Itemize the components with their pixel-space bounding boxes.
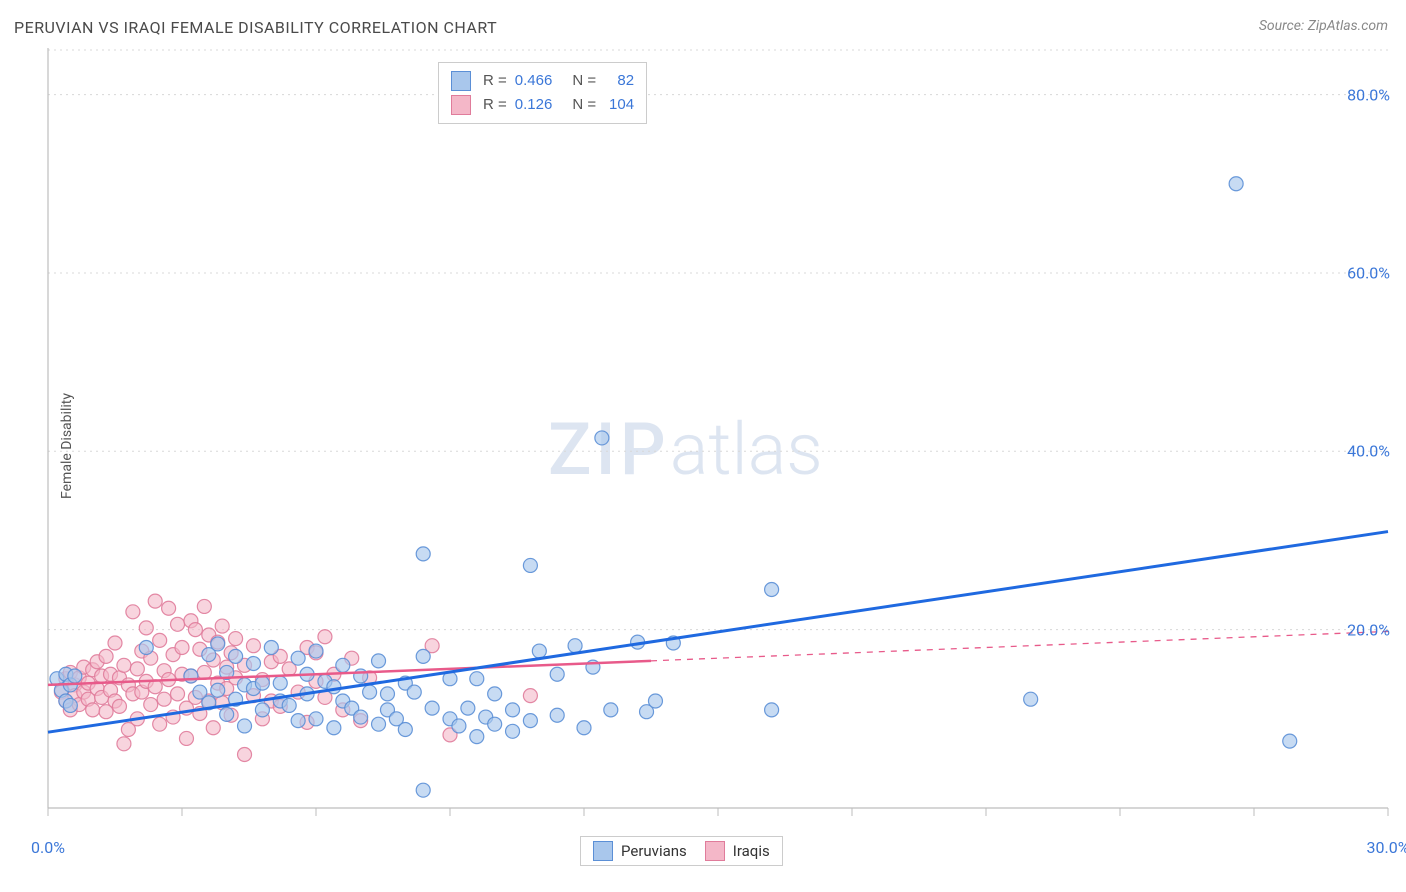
legend-item-peruvians: Peruvians [593, 841, 687, 861]
n-label: N = [572, 93, 596, 117]
r-label: R = [483, 93, 507, 117]
y-tick-label: 80.0% [1347, 85, 1390, 104]
swatch-iraqis [705, 841, 725, 861]
series-label-iraqis: Iraqis [733, 842, 770, 860]
legend-item-iraqis: Iraqis [705, 841, 770, 861]
r-label: R = [483, 69, 507, 93]
series-legend: Peruvians Iraqis [580, 836, 783, 866]
n-value-iraqis: 104 [604, 93, 634, 117]
n-value-peruvians: 82 [604, 69, 634, 93]
legend-row-peruvians: R = 0.466 N = 82 [451, 69, 634, 93]
legend-row-iraqis: R = 0.126 N = 104 [451, 93, 634, 117]
y-tick-label: 20.0% [1347, 620, 1390, 639]
chart-container: PERUVIAN VS IRAQI FEMALE DISABILITY CORR… [0, 0, 1406, 892]
y-tick-label: 60.0% [1347, 263, 1390, 282]
swatch-peruvians [451, 71, 471, 91]
series-label-peruvians: Peruvians [621, 842, 687, 860]
x-tick-label: 0.0% [31, 838, 65, 857]
y-tick-label: 40.0% [1347, 442, 1390, 461]
correlation-legend: R = 0.466 N = 82 R = 0.126 N = 104 [438, 62, 647, 124]
r-value-peruvians: 0.466 [515, 69, 553, 93]
n-label: N = [572, 69, 596, 93]
r-value-iraqis: 0.126 [515, 93, 553, 117]
swatch-iraqis [451, 95, 471, 115]
scatter-plot [0, 0, 1406, 892]
swatch-peruvians [593, 841, 613, 861]
x-tick-label: 30.0% [1367, 838, 1406, 857]
